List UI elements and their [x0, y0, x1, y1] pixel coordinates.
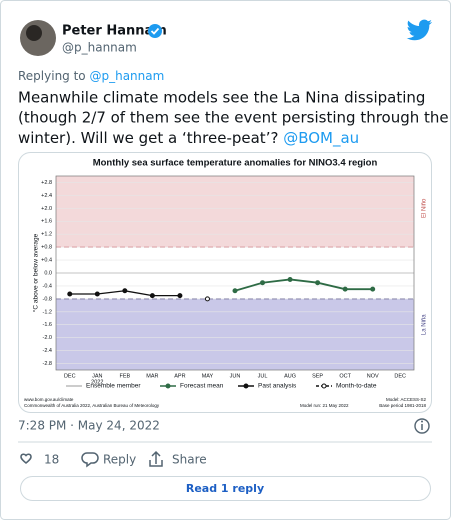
y-tick-label: -0.4	[43, 283, 52, 289]
point	[177, 293, 183, 299]
la-nina-band	[56, 298, 414, 370]
y-tick-label: +1.2	[41, 232, 52, 238]
reply-action[interactable]: Reply	[103, 453, 136, 467]
point	[342, 286, 348, 292]
series-line	[234, 278, 373, 292]
avatar-face	[26, 25, 42, 41]
y-tick-label: +2.4	[41, 193, 52, 199]
reply-handle[interactable]: @p_hannam	[89, 69, 164, 83]
like-icon[interactable]	[20, 453, 32, 464]
y-tick-label: -2.8	[43, 361, 52, 367]
tweet-line: winter). Will we get a ‘three-peat’? @BO…	[18, 129, 359, 148]
info-icon[interactable]	[414, 418, 430, 434]
point	[232, 288, 238, 294]
author-handle[interactable]: @p_hannam	[62, 41, 137, 55]
y-tick-label: +0.8	[41, 245, 52, 251]
y-tick-label: -1.6	[43, 322, 52, 328]
year-label: 2022	[91, 379, 103, 385]
y-tick-label: +1.6	[41, 219, 52, 225]
y-tick-label: -0.8	[43, 296, 52, 302]
x-tick-label: FEB	[119, 373, 130, 379]
share-icon[interactable]	[149, 450, 163, 467]
x-tick-label: MAY	[202, 373, 214, 379]
la-nina-label: La Niña	[422, 314, 428, 335]
point	[370, 286, 376, 292]
y-tick-label: +2.0	[41, 206, 52, 212]
tweet-text: winter). Will we get a ‘three-peat’?	[18, 129, 278, 147]
author-name[interactable]: Peter Hannam	[62, 24, 167, 39]
el-nino-band	[56, 176, 414, 248]
footer-text: Model: ACCESS-S2	[386, 397, 427, 402]
x-tick-label: NOV	[367, 373, 379, 379]
reply-prefix: Replying to	[18, 69, 86, 83]
x-tick-label: OCT	[339, 373, 351, 379]
mention[interactable]: @BOM_au	[283, 129, 359, 148]
x-tick-label: DEC	[64, 373, 76, 379]
reply-icon[interactable]	[81, 452, 99, 468]
x-tick-label: APR	[174, 373, 185, 379]
x-tick-label: JUL	[258, 373, 268, 379]
footer-text: Model run: 21 May 2022	[300, 403, 349, 408]
share-action[interactable]: Share	[172, 453, 207, 467]
y-tick-label: -2.4	[43, 348, 52, 354]
x-tick-label: MAR	[146, 373, 158, 379]
y-axis-label: °C above or below average	[32, 233, 40, 312]
plot-frame	[55, 175, 415, 371]
x-tick-label: JUN	[230, 373, 241, 379]
month-to-date-marker	[204, 296, 210, 302]
read-replies-button[interactable]	[20, 476, 431, 501]
x-tick-label: JAN	[92, 373, 102, 379]
legend-marker	[321, 383, 327, 389]
y-tick-label: +2.8	[41, 180, 52, 186]
point	[287, 276, 293, 282]
legend-label: Forecast mean	[180, 383, 224, 390]
y-tick-label: -1.2	[43, 309, 52, 315]
legend-label: Past analysis	[258, 383, 297, 390]
legend-label: Month-to-date	[336, 383, 377, 390]
verified-badge	[148, 24, 162, 38]
chart-title: Monthly sea surface temperature anomalie…	[93, 158, 378, 169]
y-tick-label: 0.0	[44, 270, 52, 276]
twitter-logo[interactable]	[406, 19, 432, 41]
y-tick-label: -2.0	[43, 335, 52, 341]
tweet-line: Meanwhile climate models see the La Nina…	[18, 89, 425, 107]
point	[67, 291, 73, 297]
el-nino-label: El Niño	[422, 198, 428, 218]
tweet-line: (though 2/7 of them see the event persis…	[18, 109, 449, 127]
legend-marker	[165, 383, 171, 389]
like-count[interactable]: 18	[44, 453, 59, 467]
x-tick-label: DEC	[394, 373, 406, 379]
footer-text: Commonwealth of Australia 2022, Australi…	[24, 403, 160, 408]
footer-text: www.bom.gov.au/climate	[24, 397, 74, 402]
point	[122, 288, 128, 294]
y-tick-label: +0.4	[41, 258, 52, 264]
point	[260, 280, 266, 286]
timestamp[interactable]: 7:28 PM · May 24, 2022	[18, 419, 160, 433]
x-tick-label: SEP	[312, 373, 323, 379]
footer-text: Base period 1981-2018	[379, 403, 426, 408]
chart: Monthly sea surface temperature anomalie…	[24, 158, 428, 409]
legend-label: Ensemble member	[86, 383, 141, 390]
x-tick-label: AUG	[284, 373, 296, 379]
point	[315, 280, 321, 286]
point	[149, 293, 155, 299]
legend-marker	[243, 383, 249, 389]
replying-to: Replying to @p_hannam	[18, 69, 164, 83]
read-replies-label[interactable]: Read 1 reply	[186, 482, 264, 495]
point	[94, 291, 100, 297]
